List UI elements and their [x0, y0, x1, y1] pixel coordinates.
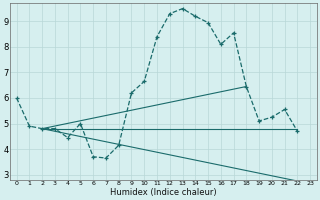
X-axis label: Humidex (Indice chaleur): Humidex (Indice chaleur): [110, 188, 217, 197]
